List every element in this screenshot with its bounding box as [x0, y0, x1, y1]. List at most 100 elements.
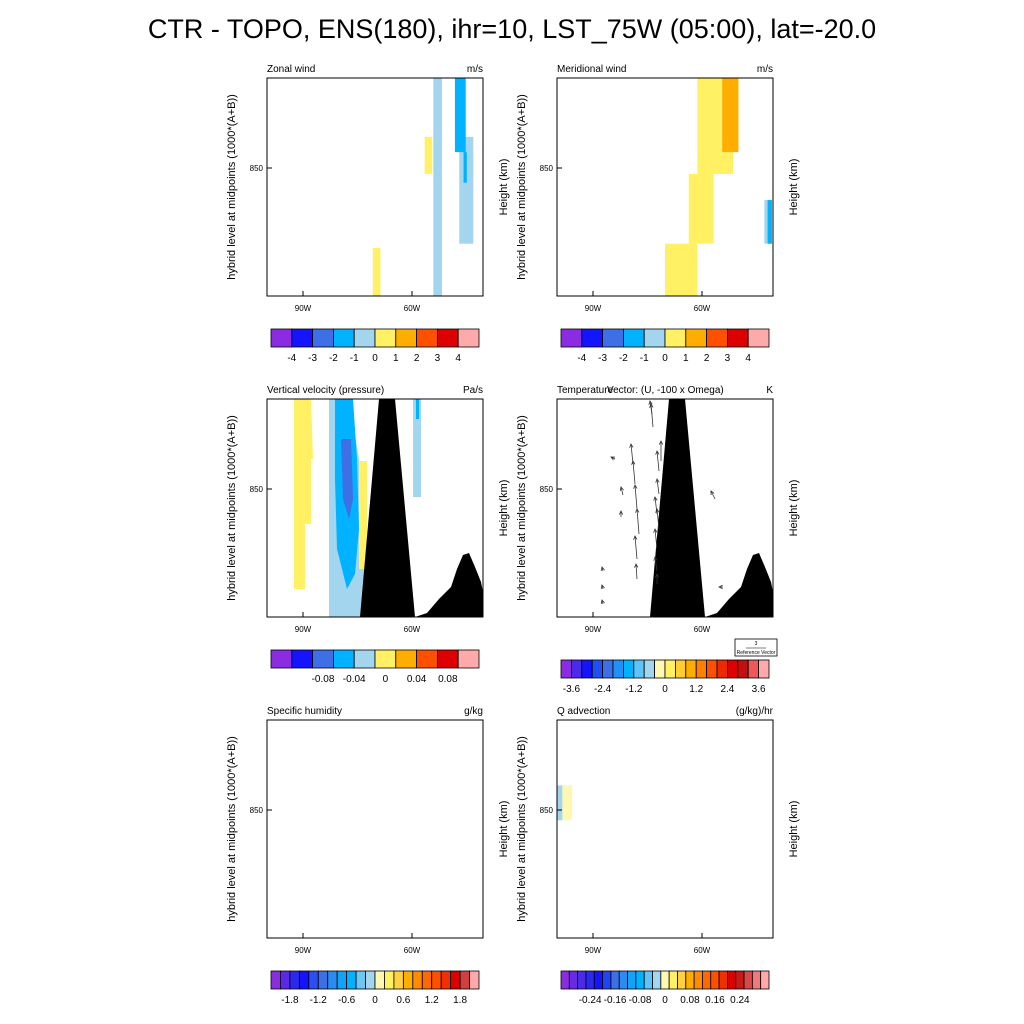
wind-vector — [630, 443, 634, 465]
colorbar-swatch — [450, 970, 461, 990]
colorbar-tick-label: -2.4 — [594, 684, 612, 695]
contour-fill-region — [688, 173, 714, 244]
colorbar-tick-label: 0.08 — [438, 674, 458, 685]
colorbar-swatch — [747, 328, 770, 348]
colorbar-swatch — [291, 328, 313, 348]
colorbar-swatch — [643, 328, 666, 348]
colorbar-tick-label: 2.4 — [720, 684, 734, 695]
contour-fill-region — [463, 152, 467, 183]
panel-3: Vertical velocity (pressure) Pa/s 850 90W 60… — [226, 385, 484, 685]
reference-vector-box — [734, 638, 778, 657]
panel-title: Meridional wind — [557, 64, 626, 75]
right-axis-label: Height (km) — [788, 159, 800, 216]
wind-vector-head — [633, 484, 638, 489]
colorbar-swatch — [710, 970, 720, 990]
wind-vector — [656, 508, 660, 530]
colorbar-tick-label: -0.24 — [579, 995, 602, 1006]
colorbar-swatch — [374, 328, 397, 348]
wind-vector — [654, 556, 658, 572]
wind-vector-head — [619, 486, 624, 491]
colorbar-tick-label: -4 — [287, 353, 296, 364]
colorbar-swatch — [270, 328, 293, 348]
colorbar-swatch — [416, 328, 438, 348]
colorbar-swatch — [618, 970, 628, 990]
colorbar-tick-label: 3 — [725, 353, 731, 364]
right-axis-label: Height (km) — [788, 480, 800, 537]
right-axis-label: Height (km) — [788, 801, 800, 858]
wind-vector — [620, 486, 624, 496]
colorbar-tick-label: 0.16 — [705, 995, 725, 1006]
colorbar-tick-label: -0.6 — [338, 995, 356, 1006]
colorbar-swatch — [393, 970, 404, 990]
colorbar-swatch — [312, 328, 334, 348]
x-tick-label: 90W — [585, 946, 602, 955]
colorbar-tick-label: -1.2 — [310, 995, 328, 1006]
y-tick-label: 850 — [250, 806, 264, 815]
wind-vector — [635, 563, 638, 580]
colorbar-swatch — [664, 659, 676, 679]
colorbar-swatch — [560, 659, 572, 679]
colorbar-swatch — [384, 970, 395, 990]
colorbar-swatch — [317, 970, 329, 990]
wind-vector — [632, 460, 636, 485]
colorbar-swatch — [402, 970, 414, 990]
colorbar-tick-label: -1 — [640, 353, 649, 364]
colorbar-swatch — [693, 970, 703, 990]
panel-units: m/s — [467, 64, 483, 75]
colorbar-swatch — [291, 649, 313, 669]
wind-vector-head — [600, 599, 605, 604]
x-tick-label: 60W — [404, 304, 421, 313]
colorbar-tick-label: 0.04 — [407, 674, 427, 685]
colorbar-swatch — [436, 328, 459, 348]
colorbar-tick-label: -2 — [619, 353, 628, 364]
colorbar-tick-label: -3 — [598, 353, 607, 364]
wind-vector — [654, 496, 658, 515]
panel-title: Zonal wind — [267, 64, 315, 75]
wind-vector — [650, 403, 654, 428]
colorbar-tick-label: 0 — [662, 995, 668, 1006]
wind-vector-head — [600, 584, 605, 589]
colorbar-swatch — [610, 970, 620, 990]
colorbar-tick-label: 0 — [372, 995, 378, 1006]
colorbar-tick-label: 0 — [383, 674, 389, 685]
colorbar-swatch — [336, 970, 348, 990]
panel-5: Specific humidity g/kg 850 90W 60W hybrid lev… — [226, 706, 484, 1006]
colorbar-swatch — [585, 970, 595, 990]
colorbar-swatch — [571, 659, 583, 679]
x-tick-label: 60W — [694, 946, 711, 955]
wind-vector — [656, 450, 660, 472]
panel-title: Temperature — [557, 385, 614, 396]
colorbar-tick-label: -1.2 — [625, 684, 643, 695]
panel-title: Vertical velocity (pressure) — [267, 385, 384, 396]
topography-hill — [705, 553, 773, 617]
colorbar-tick-label: 0.6 — [396, 995, 410, 1006]
contour-fill-region — [372, 248, 381, 296]
colorbar-tick-label: -3 — [308, 353, 317, 364]
colorbar-swatch — [469, 970, 480, 990]
colorbar-tick-label: -1.8 — [281, 995, 299, 1006]
colorbar-swatch — [677, 970, 687, 990]
y-axis-label: hybrid level at midpoints (1000*(A+B)) — [516, 94, 528, 280]
contour-fill-region — [454, 78, 466, 153]
wind-vector — [636, 508, 640, 535]
wind-vector-head — [655, 478, 660, 483]
plot-frame — [266, 398, 484, 618]
colorbar-swatch — [436, 649, 459, 669]
plot-frame — [266, 77, 484, 297]
wind-vector — [656, 478, 660, 495]
wind-vector-head — [655, 450, 660, 455]
colorbar-tick-label: 4 — [745, 353, 751, 364]
colorbar-swatch — [602, 970, 612, 990]
wind-vector — [710, 490, 716, 500]
wind-vector — [634, 535, 638, 560]
colorbar-swatch — [374, 649, 397, 669]
wind-vector-head — [631, 460, 636, 465]
colorbar-swatch — [685, 328, 707, 348]
colorbar-swatch — [581, 659, 593, 679]
colorbar-swatch — [353, 649, 376, 669]
y-axis-outer-label: Height (km) — [498, 801, 510, 858]
contour-fill-region — [341, 439, 353, 519]
panel-units: K — [766, 385, 773, 396]
wind-vector-head — [710, 490, 715, 496]
x-tick-label: 60W — [404, 946, 421, 955]
